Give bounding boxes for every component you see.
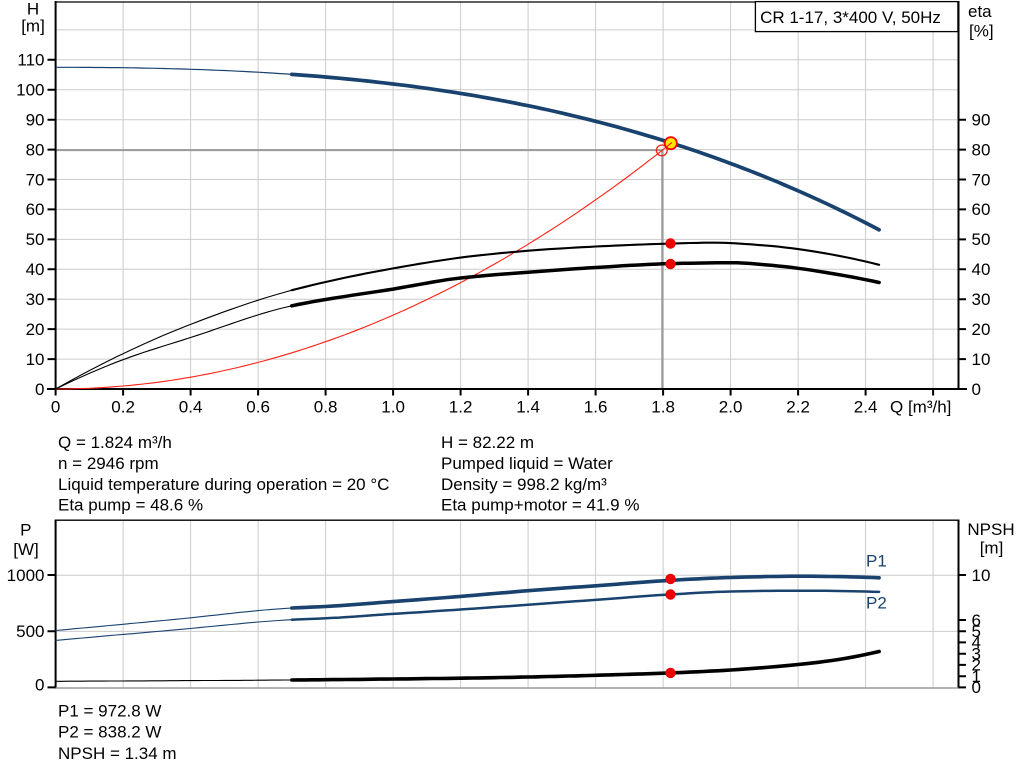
svg-text:[m]: [m] <box>21 17 45 36</box>
svg-text:20: 20 <box>972 320 991 339</box>
svg-text:[W]: [W] <box>13 540 39 559</box>
svg-text:P1 = 972.8 W: P1 = 972.8 W <box>58 701 161 720</box>
svg-text:10: 10 <box>26 350 45 369</box>
svg-text:6: 6 <box>972 611 981 630</box>
svg-text:90: 90 <box>26 111 45 130</box>
svg-text:0.4: 0.4 <box>179 397 203 416</box>
svg-text:50: 50 <box>26 230 45 249</box>
svg-text:2.2: 2.2 <box>786 397 810 416</box>
svg-text:2.4: 2.4 <box>854 397 878 416</box>
svg-text:0.6: 0.6 <box>246 397 270 416</box>
svg-text:1.6: 1.6 <box>584 397 608 416</box>
svg-text:4: 4 <box>972 633 981 652</box>
svg-text:Q = 1.824 m³/h: Q = 1.824 m³/h <box>58 433 172 452</box>
svg-text:0: 0 <box>51 397 60 416</box>
svg-text:H = 82.22 m: H = 82.22 m <box>441 433 534 452</box>
svg-text:Density = 998.2 kg/m³: Density = 998.2 kg/m³ <box>441 475 607 494</box>
svg-text:eta: eta <box>968 2 992 21</box>
svg-text:70: 70 <box>26 170 45 189</box>
svg-text:5: 5 <box>972 622 981 641</box>
svg-text:2: 2 <box>972 656 981 675</box>
svg-text:3: 3 <box>972 645 981 664</box>
svg-text:60: 60 <box>972 200 991 219</box>
svg-text:CR 1-17, 3*400 V, 50Hz: CR 1-17, 3*400 V, 50Hz <box>760 8 941 27</box>
svg-text:1.8: 1.8 <box>651 397 675 416</box>
svg-text:2.0: 2.0 <box>719 397 743 416</box>
svg-text:1: 1 <box>972 667 981 686</box>
svg-text:n = 2946 rpm: n = 2946 rpm <box>58 454 159 473</box>
svg-text:NPSH = 1.34 m: NPSH = 1.34 m <box>58 744 177 763</box>
svg-text:P1: P1 <box>866 552 887 571</box>
svg-text:Pumped liquid = Water: Pumped liquid = Water <box>441 454 613 473</box>
svg-text:[m]: [m] <box>980 538 1004 557</box>
svg-text:40: 40 <box>26 260 45 279</box>
svg-text:1.2: 1.2 <box>449 397 473 416</box>
svg-text:60: 60 <box>26 200 45 219</box>
svg-text:Eta pump+motor = 41.9 %: Eta pump+motor = 41.9 % <box>441 496 639 515</box>
svg-text:0: 0 <box>972 380 981 399</box>
svg-text:1000: 1000 <box>7 566 45 585</box>
svg-text:20: 20 <box>26 320 45 339</box>
svg-text:30: 30 <box>972 290 991 309</box>
svg-text:Liquid temperature during oper: Liquid temperature during operation = 20… <box>58 475 389 494</box>
svg-text:70: 70 <box>972 170 991 189</box>
svg-text:80: 80 <box>26 140 45 159</box>
svg-text:110: 110 <box>17 51 44 70</box>
svg-text:30: 30 <box>26 290 45 309</box>
svg-text:1.0: 1.0 <box>381 397 405 416</box>
svg-text:Q [m³/h]: Q [m³/h] <box>890 397 951 416</box>
svg-text:40: 40 <box>972 260 991 279</box>
svg-text:H: H <box>27 0 39 19</box>
svg-text:P2: P2 <box>866 594 887 613</box>
svg-text:Eta pump = 48.6 %: Eta pump = 48.6 % <box>58 496 203 515</box>
svg-text:10: 10 <box>972 350 991 369</box>
svg-text:0: 0 <box>35 676 44 695</box>
svg-text:0: 0 <box>35 380 44 399</box>
svg-text:P2 = 838.2 W: P2 = 838.2 W <box>58 723 161 742</box>
svg-text:500: 500 <box>16 622 44 641</box>
svg-text:1.4: 1.4 <box>516 397 540 416</box>
svg-text:10: 10 <box>972 566 991 585</box>
svg-text:0: 0 <box>972 678 981 697</box>
svg-text:0.2: 0.2 <box>111 397 135 416</box>
svg-text:0.8: 0.8 <box>314 397 338 416</box>
svg-text:P: P <box>20 521 31 540</box>
svg-text:80: 80 <box>972 140 991 159</box>
svg-text:[%]: [%] <box>969 21 994 40</box>
svg-text:NPSH: NPSH <box>967 520 1014 539</box>
svg-text:50: 50 <box>972 230 991 249</box>
svg-text:90: 90 <box>972 111 991 130</box>
svg-text:100: 100 <box>16 81 44 100</box>
